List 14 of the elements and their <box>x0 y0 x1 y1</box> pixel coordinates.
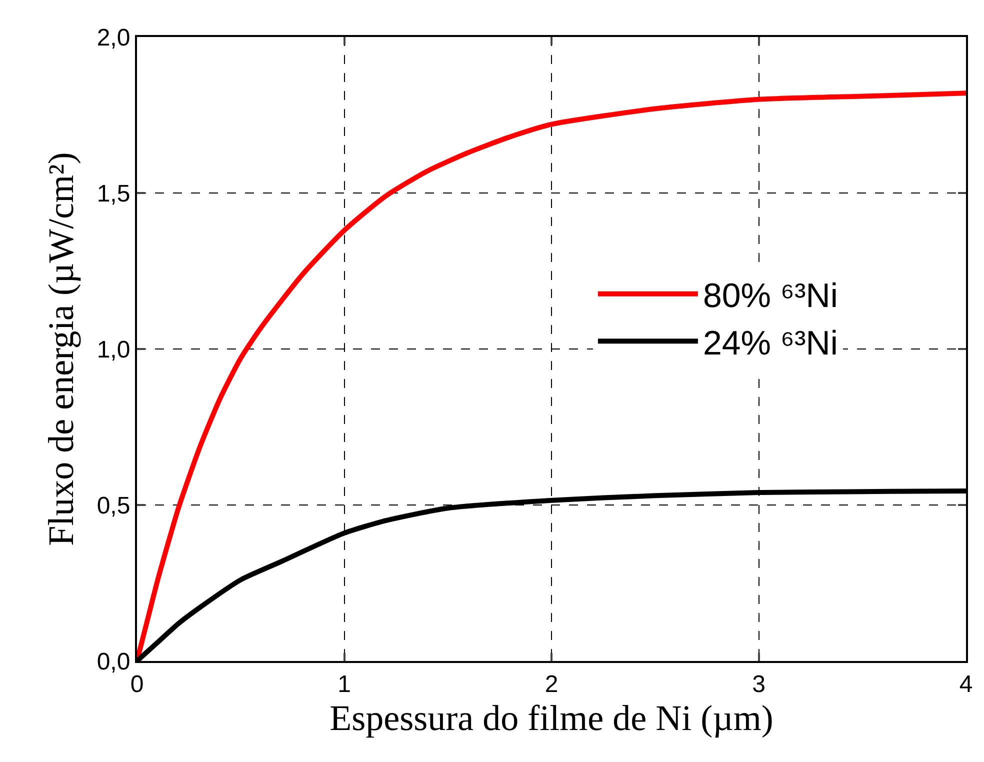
x-tick-label: 2 <box>544 670 558 698</box>
legend-label: 24% ⁶³Ni <box>702 324 838 362</box>
y-tick-label: 1,0 <box>96 336 130 364</box>
y-axis-title: Fluxo de energia (µW/cm²) <box>41 152 82 546</box>
y-tick-label: 2,0 <box>96 24 130 52</box>
y-tick-label: 0,0 <box>96 648 130 676</box>
x-axis-title: Espessura do filme de Ni (µm) <box>330 698 774 738</box>
x-tick-label: 3 <box>752 670 766 698</box>
y-tick-label: 1,5 <box>96 180 130 208</box>
y-tick-label: 0,5 <box>96 492 130 520</box>
x-tick-label: 1 <box>338 670 351 698</box>
x-tick-label: 4 <box>959 670 973 698</box>
x-tick-label: 0 <box>130 670 144 698</box>
legend-label: 80% ⁶³Ni <box>702 277 838 316</box>
